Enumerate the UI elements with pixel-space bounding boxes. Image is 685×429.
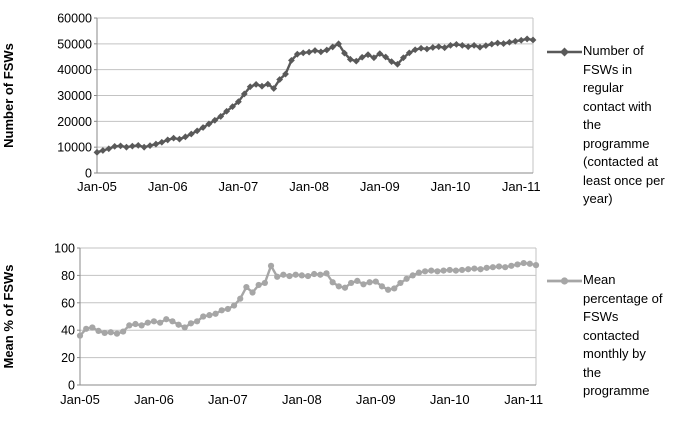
- y-tick-label: 60000: [57, 12, 92, 26]
- x-tick-label: Jan-06: [134, 392, 174, 407]
- y-tick-label: 20000: [57, 115, 92, 129]
- y-axis-tick-labels: 0 20 40 60 80 100: [54, 242, 75, 393]
- y-tick-label: 30000: [57, 89, 92, 103]
- y-tick-label: 60: [61, 296, 75, 310]
- y-tick-label: 50000: [57, 37, 92, 51]
- axes: [77, 247, 536, 386]
- legend-mean-percentage: Mean percentage of FSWs contacted monthl…: [546, 271, 667, 401]
- y-tick-label: 20: [61, 351, 75, 365]
- x-tick-label: Jan-07: [208, 392, 248, 407]
- y-tick-label: 10000: [57, 141, 92, 155]
- y-tick-label: 40000: [57, 63, 92, 77]
- diamond-series-legend-marker-icon: [547, 47, 582, 57]
- y-tick-label: 0: [85, 167, 92, 181]
- y-tick-label: 100: [54, 242, 75, 256]
- x-tick-label: Jan-09: [360, 179, 400, 194]
- x-tick-label: Jan-09: [356, 392, 396, 407]
- y-axis-title: Mean % of FSWs: [1, 264, 16, 368]
- legend-fsw-count-label: Number of FSWs in regular contact with t…: [583, 43, 665, 206]
- x-tick-label: Jan-05: [77, 179, 117, 194]
- legend-fsw-count: Number of FSWs in regular contact with t…: [546, 42, 667, 209]
- x-tick-label: Jan-10: [431, 179, 471, 194]
- x-tick-label: Jan-08: [289, 179, 329, 194]
- gridlines: [97, 17, 534, 173]
- x-axis-tick-labels: Jan-05 Jan-06 Jan-07 Jan-08 Jan-09 Jan-10 Jan-…: [60, 392, 543, 407]
- x-axis-tick-labels: Jan-05 Jan-06 Jan-07 Jan-08 Jan-09 Jan-10 Jan-…: [77, 179, 540, 194]
- x-tick-label: Jan-10: [430, 392, 470, 407]
- series-markers: [76, 259, 540, 339]
- circle-series-legend-marker-icon: [547, 277, 582, 285]
- x-tick-label: Jan-11: [504, 392, 543, 407]
- x-tick-label: Jan-06: [148, 179, 188, 194]
- y-tick-label: 40: [61, 324, 75, 338]
- x-tick-label: Jan-08: [282, 392, 322, 407]
- y-axis-title: Number of FSWs: [1, 43, 16, 148]
- x-tick-label: Jan-11: [502, 179, 541, 194]
- x-tick-label: Jan-07: [219, 179, 259, 194]
- legend-mean-percentage-label: Mean percentage of FSWs contacted monthl…: [583, 272, 663, 398]
- y-tick-label: 0: [68, 379, 75, 393]
- series-markers: [93, 35, 537, 156]
- x-tick-label: Jan-05: [60, 392, 100, 407]
- y-tick-label: 80: [61, 269, 75, 283]
- y-axis-tick-labels: 0 10000 20000 30000 40000 50000 60000: [57, 12, 92, 181]
- axes: [94, 17, 533, 174]
